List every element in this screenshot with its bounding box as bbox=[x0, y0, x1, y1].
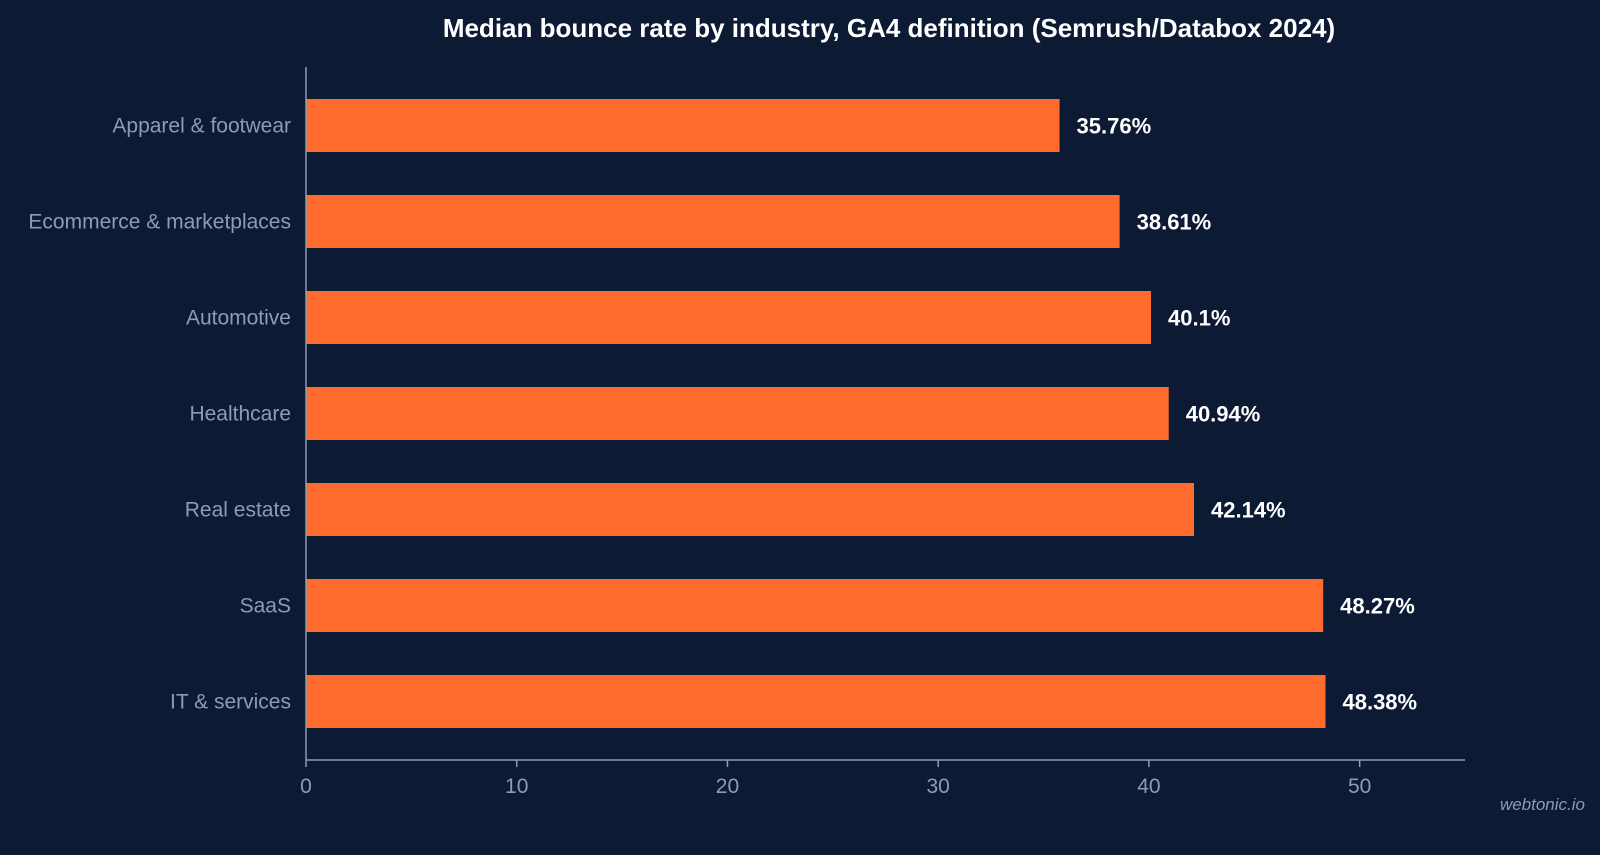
ticks-layer: 0 10 20 30 40 50 bbox=[300, 760, 1371, 798]
axes-layer bbox=[305, 67, 1465, 761]
bar bbox=[306, 483, 1195, 536]
x-tick-label: 40 bbox=[1137, 775, 1160, 798]
category-label: Ecommerce & marketplaces bbox=[28, 211, 291, 234]
value-label: 40.94% bbox=[1186, 402, 1261, 427]
x-tick-label: 10 bbox=[505, 775, 528, 798]
category-label: Automotive bbox=[186, 307, 291, 330]
category-label: SaaS bbox=[240, 595, 291, 618]
x-tick-label: 0 bbox=[300, 775, 312, 798]
bars-layer: Apparel & footwear 35.76% Ecommerce & mark… bbox=[28, 99, 1417, 728]
bar bbox=[306, 579, 1324, 632]
category-label: IT & services bbox=[170, 691, 291, 714]
bar bbox=[306, 99, 1060, 152]
bar bbox=[306, 291, 1152, 344]
value-label: 35.76% bbox=[1077, 114, 1152, 139]
value-label: 38.61% bbox=[1137, 210, 1212, 235]
category-label: Healthcare bbox=[189, 403, 291, 426]
category-label: Apparel & footwear bbox=[112, 115, 291, 138]
x-tick-label: 30 bbox=[927, 775, 950, 798]
value-label: 40.1% bbox=[1168, 306, 1230, 331]
x-tick-label: 50 bbox=[1348, 775, 1371, 798]
value-label: 48.38% bbox=[1342, 690, 1417, 715]
value-label: 48.27% bbox=[1340, 594, 1415, 619]
x-tick-label: 20 bbox=[716, 775, 739, 798]
bar bbox=[306, 675, 1326, 728]
bar bbox=[306, 387, 1169, 440]
watermark: webtonic.io bbox=[1500, 795, 1585, 814]
value-label: 42.14% bbox=[1211, 498, 1286, 523]
bar bbox=[306, 195, 1120, 248]
category-label: Real estate bbox=[185, 499, 291, 522]
chart-title: Median bounce rate by industry, GA4 defi… bbox=[443, 13, 1335, 43]
